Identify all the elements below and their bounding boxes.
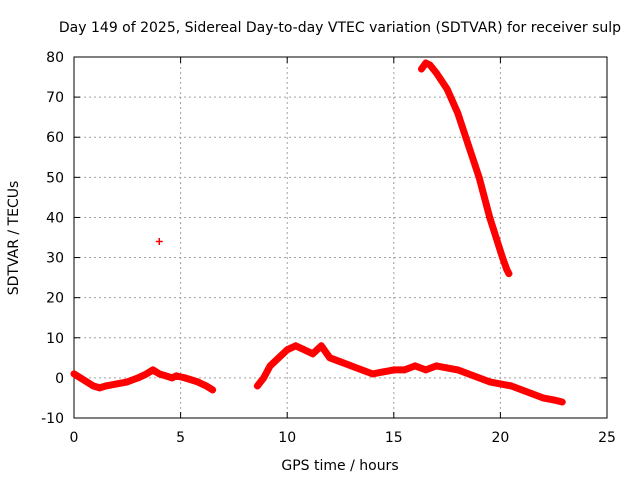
data-point bbox=[454, 109, 462, 117]
data-point bbox=[172, 372, 180, 380]
data-point bbox=[539, 394, 547, 402]
data-point bbox=[187, 376, 195, 384]
data-point bbox=[503, 266, 511, 274]
data-point bbox=[102, 382, 110, 390]
data-point bbox=[492, 234, 500, 241]
y-tick-label: 70 bbox=[46, 90, 64, 106]
data-point bbox=[499, 254, 507, 262]
y-axis-label: SDTVAR / TECUs bbox=[6, 181, 22, 296]
data-point bbox=[168, 374, 176, 382]
data-point bbox=[202, 382, 210, 390]
data-point bbox=[432, 69, 440, 77]
data-point bbox=[149, 366, 157, 374]
data-point bbox=[283, 346, 291, 354]
y-tick-label: 50 bbox=[46, 170, 64, 186]
y-tick-label: 40 bbox=[46, 210, 64, 226]
data-point bbox=[464, 141, 472, 149]
data-point bbox=[76, 374, 84, 382]
data-point bbox=[260, 374, 268, 382]
data-point bbox=[358, 366, 366, 374]
series-steep-arc bbox=[418, 59, 513, 278]
data-point bbox=[309, 350, 317, 358]
x-tick-label: 25 bbox=[598, 430, 616, 446]
data-point bbox=[70, 370, 78, 378]
data-point bbox=[496, 380, 504, 388]
data-point bbox=[292, 342, 300, 350]
data-point bbox=[475, 173, 483, 181]
data-point bbox=[390, 366, 398, 374]
data-point bbox=[507, 382, 515, 390]
data-point bbox=[347, 362, 355, 370]
data-point bbox=[432, 362, 440, 370]
data-marks bbox=[70, 59, 566, 406]
y-tick-label: 10 bbox=[46, 331, 64, 347]
data-point bbox=[162, 372, 170, 380]
data-point bbox=[422, 59, 430, 67]
data-point bbox=[337, 358, 344, 366]
series-segment-2 bbox=[253, 342, 566, 406]
data-point bbox=[317, 342, 325, 350]
data-point bbox=[528, 390, 536, 398]
data-point bbox=[464, 370, 472, 378]
data-point bbox=[475, 374, 483, 382]
y-tick-label: 30 bbox=[46, 251, 64, 267]
chart-title: Day 149 of 2025, Sidereal Day-to-day VTE… bbox=[59, 20, 621, 36]
data-point bbox=[411, 362, 419, 370]
x-tick-label: 20 bbox=[491, 430, 509, 446]
series-segment-1 bbox=[70, 366, 217, 394]
y-tick-label: 60 bbox=[46, 130, 64, 146]
data-point bbox=[486, 213, 494, 221]
grid-lines bbox=[74, 57, 607, 418]
data-point bbox=[368, 370, 376, 378]
data-point bbox=[275, 354, 283, 362]
plot-frame bbox=[73, 56, 608, 419]
data-point bbox=[326, 354, 334, 362]
data-point bbox=[96, 384, 104, 392]
data-point bbox=[550, 396, 558, 404]
data-point bbox=[422, 366, 430, 374]
series-isolated-point bbox=[155, 238, 163, 246]
x-tick-label: 0 bbox=[70, 430, 79, 446]
x-tick-label: 10 bbox=[278, 430, 296, 446]
data-point bbox=[454, 366, 462, 374]
data-point bbox=[83, 378, 91, 386]
x-tick-label: 15 bbox=[385, 430, 403, 446]
data-point bbox=[518, 386, 526, 394]
y-tick-labels: -10 0 10 20 30 40 50 60 70 80 bbox=[41, 50, 64, 427]
data-point bbox=[505, 270, 513, 278]
data-point bbox=[113, 380, 121, 388]
x-tick-labels: 0 5 10 15 20 25 bbox=[70, 430, 616, 446]
data-point bbox=[181, 374, 189, 382]
data-point bbox=[155, 370, 163, 378]
y-tick-label: 80 bbox=[46, 50, 64, 66]
y-tick-label: -10 bbox=[41, 411, 64, 427]
data-point bbox=[266, 362, 274, 370]
data-point bbox=[558, 398, 566, 406]
data-point bbox=[486, 378, 494, 386]
data-point bbox=[134, 374, 142, 382]
data-point bbox=[155, 238, 163, 246]
data-point bbox=[209, 386, 217, 394]
series-line bbox=[418, 59, 513, 278]
data-point bbox=[89, 382, 97, 390]
data-point bbox=[443, 364, 451, 372]
data-point bbox=[418, 65, 426, 73]
y-tick-label: 0 bbox=[55, 371, 64, 387]
x-axis-label: GPS time / hours bbox=[281, 458, 398, 474]
data-point bbox=[194, 378, 202, 386]
data-point bbox=[379, 368, 387, 376]
data-point bbox=[426, 61, 434, 69]
data-point bbox=[443, 85, 451, 93]
data-point bbox=[253, 382, 261, 390]
data-point bbox=[142, 370, 150, 378]
x-tick-label: 5 bbox=[176, 430, 185, 446]
data-point bbox=[300, 346, 308, 354]
y-tick-label: 20 bbox=[46, 291, 64, 307]
series-line bbox=[253, 342, 566, 406]
data-point bbox=[123, 378, 131, 386]
data-point bbox=[400, 366, 408, 374]
